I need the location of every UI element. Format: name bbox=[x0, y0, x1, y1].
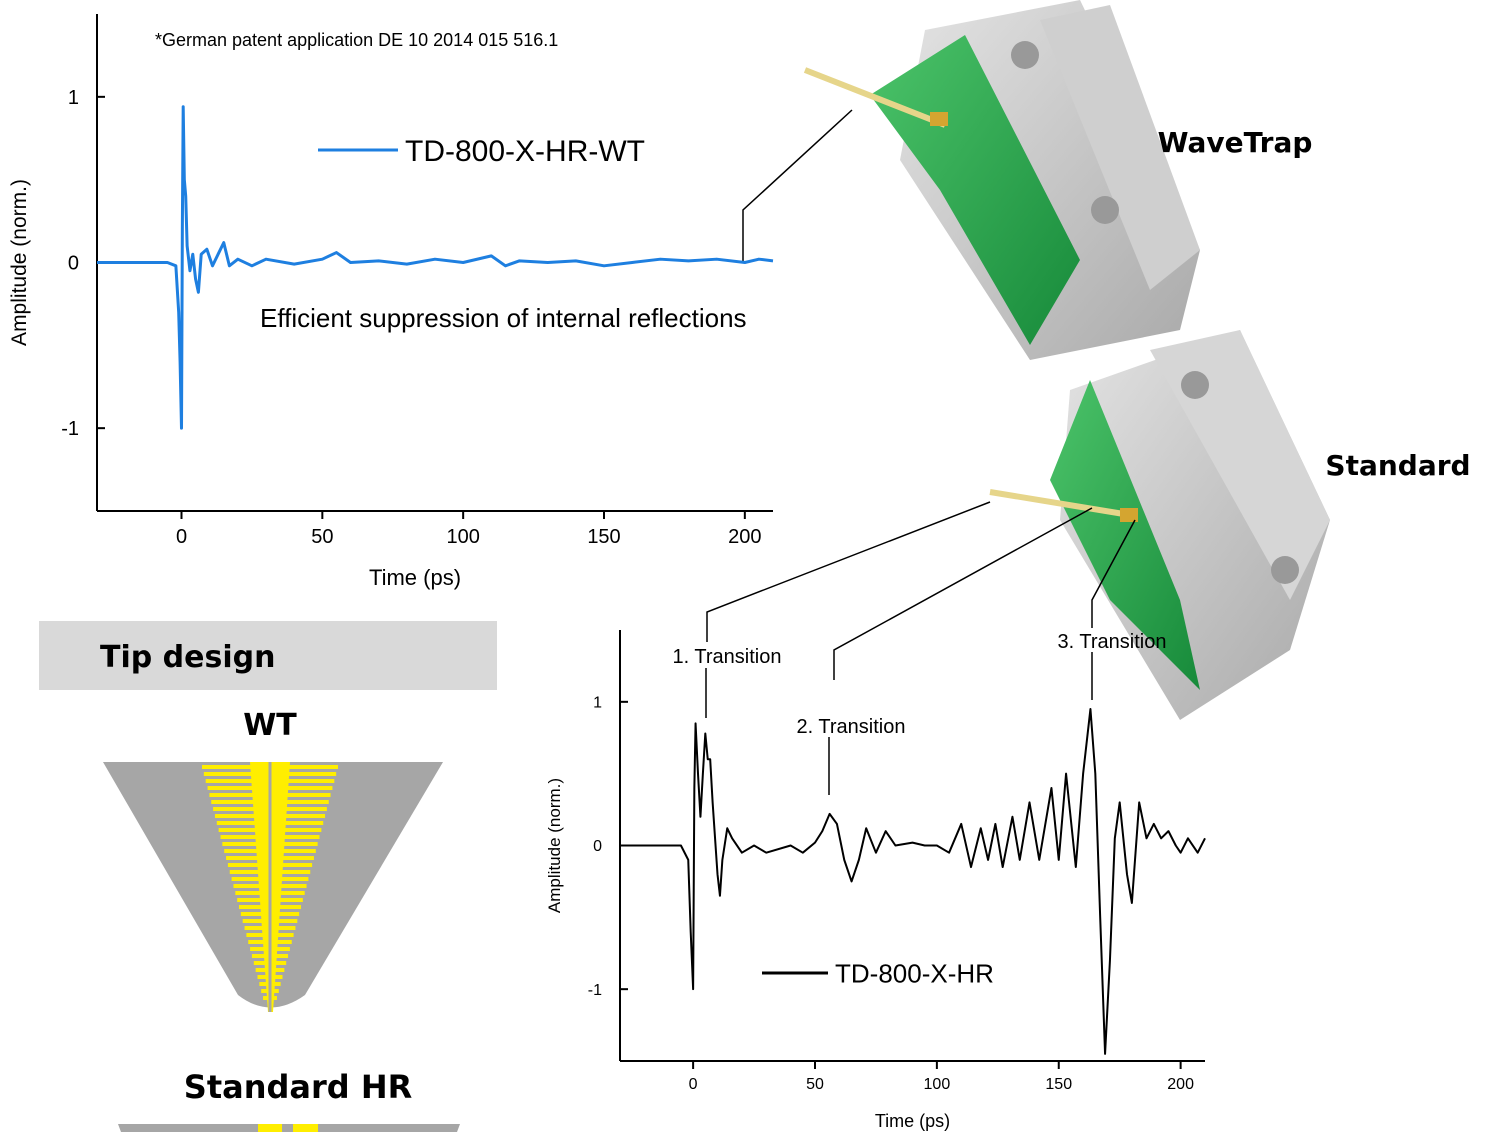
standard-tip bbox=[118, 1124, 460, 1132]
x-tick-label: 50 bbox=[806, 1076, 824, 1093]
x-axis-label: Time (ps) bbox=[875, 1111, 950, 1131]
tip-design-title: Tip design bbox=[100, 640, 275, 675]
y-axis-label: Amplitude (norm.) bbox=[545, 778, 564, 913]
y-tick-label: -1 bbox=[61, 418, 79, 440]
y-tick-label: 1 bbox=[593, 694, 602, 711]
annotation: 1. Transition bbox=[673, 646, 782, 668]
x-tick-label: 100 bbox=[446, 526, 479, 548]
y-axis-label: Amplitude (norm.) bbox=[8, 179, 31, 346]
x-axis-label: Time (ps) bbox=[369, 565, 461, 590]
x-tick-label: 0 bbox=[689, 1076, 698, 1093]
annotation: 2. Transition bbox=[797, 716, 906, 738]
legend-label: TD-800-X-HR bbox=[835, 958, 994, 988]
x-tick-label: 200 bbox=[728, 526, 761, 548]
x-tick-label: 150 bbox=[587, 526, 620, 548]
photo-label: WaveTrap bbox=[1158, 126, 1313, 159]
wavetrap-photo bbox=[803, 0, 1200, 360]
photo-label: Standard bbox=[1325, 449, 1470, 482]
series-line bbox=[97, 105, 774, 430]
tip-label: WT bbox=[243, 708, 297, 743]
annotation: *German patent application DE 10 2014 01… bbox=[155, 30, 558, 50]
y-tick-label: -1 bbox=[588, 982, 602, 999]
legend-label: TD-800-X-HR-WT bbox=[405, 135, 645, 168]
wt-tip bbox=[103, 762, 443, 1012]
x-tick-label: 0 bbox=[176, 526, 187, 548]
x-tick-label: 150 bbox=[1045, 1076, 1072, 1093]
tip-label: Standard HR bbox=[184, 1068, 412, 1106]
callout-lines bbox=[705, 109, 1136, 795]
y-tick-label: 0 bbox=[593, 838, 602, 855]
standard-photo bbox=[989, 330, 1330, 720]
y-tick-label: 1 bbox=[68, 87, 79, 109]
annotation: Efficient suppression of internal reflec… bbox=[260, 303, 747, 333]
tip-design-header bbox=[39, 621, 497, 690]
y-tick-label: 0 bbox=[68, 253, 79, 275]
series-line bbox=[620, 708, 1206, 1055]
x-tick-label: 200 bbox=[1167, 1076, 1194, 1093]
annotation: 3. Transition bbox=[1058, 631, 1167, 653]
x-tick-label: 50 bbox=[311, 526, 333, 548]
x-tick-label: 100 bbox=[924, 1076, 951, 1093]
